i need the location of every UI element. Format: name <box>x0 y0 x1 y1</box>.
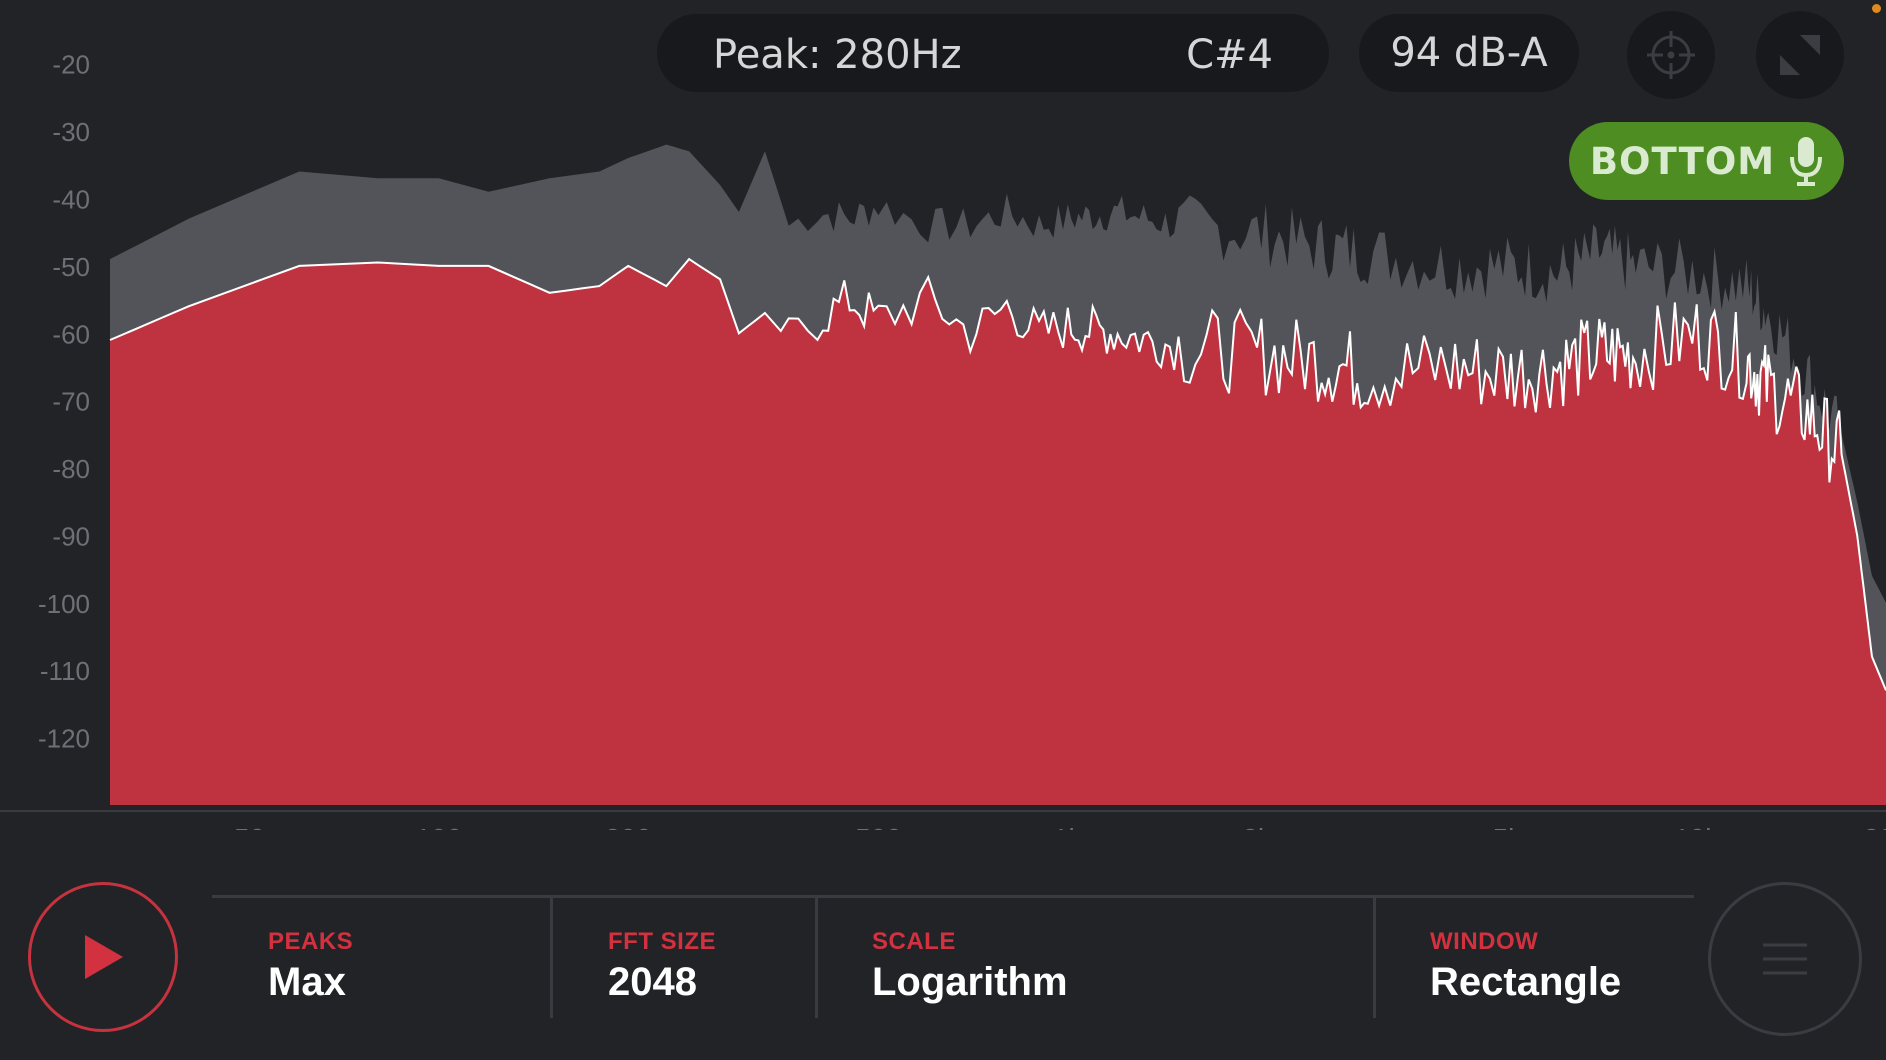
x-tick-label: 500 <box>855 823 902 830</box>
hamburger-menu-icon <box>1763 943 1807 975</box>
mic-label: BOTTOM <box>1589 139 1776 183</box>
spectrum-area <box>110 259 1886 806</box>
crosshair-icon <box>1647 31 1695 79</box>
play-button[interactable] <box>28 882 178 1032</box>
spectrum-chart: -20 -30 -40 -50 -60 -70 -80 -90 -100 -110 -120 50 10… <box>0 50 1886 830</box>
peak-frequency-label: Peak: 280Hz <box>713 32 962 78</box>
y-tick-label: -80 <box>52 454 90 484</box>
setting-value: Max <box>268 960 346 1004</box>
play-icon <box>85 935 123 979</box>
setting-scale[interactable]: SCALE Logarithm <box>872 928 1068 1005</box>
setting-label: PEAKS <box>268 928 354 955</box>
x-tick-label: 10k <box>1674 823 1720 830</box>
x-tick-label: 5k <box>1493 823 1524 830</box>
setting-fft-size[interactable]: FFT SIZE 2048 <box>608 928 716 1005</box>
expand-button[interactable] <box>1756 11 1844 99</box>
status-dot <box>1872 4 1881 13</box>
y-tick-label: -50 <box>52 252 90 282</box>
peak-readout: Peak: 280Hz C#4 <box>657 14 1329 92</box>
y-tick-label: -110 <box>40 656 90 686</box>
spectrum-line <box>109 257 1886 691</box>
setting-peaks[interactable]: PEAKS Max <box>268 928 353 1005</box>
y-tick-label: -40 <box>52 184 90 214</box>
y-tick-label: -30 <box>52 117 90 147</box>
settings-separator <box>815 898 818 1018</box>
expand-icon <box>1780 35 1820 75</box>
setting-value: 2048 <box>608 960 697 1004</box>
y-tick-label: -100 <box>38 589 90 619</box>
menu-button[interactable] <box>1708 882 1862 1036</box>
mic-select-button[interactable]: BOTTOM <box>1569 122 1844 200</box>
x-tick-label: 1k <box>1053 823 1084 830</box>
x-tick-label: 2k <box>1242 823 1273 830</box>
y-tick-label: -60 <box>52 319 90 349</box>
setting-label: SCALE <box>872 928 956 955</box>
x-tick-label: 100 <box>415 823 462 830</box>
x-tick-label: 200 <box>605 823 652 830</box>
microphone-icon <box>1790 137 1823 186</box>
settings-separator <box>550 898 553 1018</box>
y-tick-label: -120 <box>38 724 90 754</box>
peak-note-label: C#4 <box>1186 32 1273 78</box>
setting-value: Logarithm <box>872 960 1068 1004</box>
y-tick-label: -70 <box>52 387 90 417</box>
y-tick-label: -90 <box>52 521 90 551</box>
setting-value: Rectangle <box>1430 960 1622 1004</box>
level-readout: 94 dB-A <box>1359 14 1579 92</box>
setting-window[interactable]: WINDOW Rectangle <box>1430 928 1621 1005</box>
settings-separator <box>1373 898 1376 1018</box>
setting-label: FFT SIZE <box>608 928 716 955</box>
x-tick-label: 50 <box>234 823 265 830</box>
y-tick-label: -20 <box>52 50 90 80</box>
crosshair-button[interactable] <box>1627 11 1715 99</box>
setting-label: WINDOW <box>1430 928 1539 955</box>
settings-divider <box>212 895 1694 898</box>
x-tick-label: 20k <box>1863 823 1886 830</box>
